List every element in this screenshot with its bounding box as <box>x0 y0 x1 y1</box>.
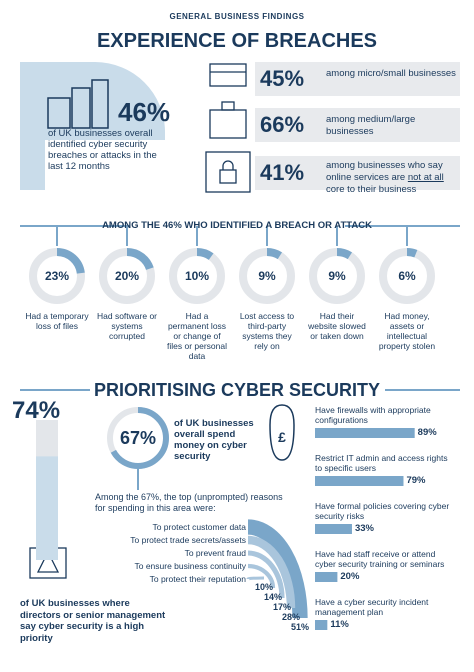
segment-text-part: among businesses who say online services… <box>326 160 443 183</box>
donut-text: Lost access to third-party systems they … <box>239 311 295 351</box>
donut-value: 23% <box>44 269 70 283</box>
reason-value: 28% <box>281 612 300 622</box>
priority-fill <box>36 456 58 560</box>
money-bag-icon <box>269 404 295 461</box>
measure-text: Have a cyber security incident managemen… <box>315 597 429 617</box>
section-title: AMONG THE 46% WHO IDENTIFIED A BREACH OR… <box>102 220 372 231</box>
measure-bar <box>315 476 404 486</box>
segment-value: 66% <box>260 112 305 137</box>
segment-text: among micro/small businesses <box>326 68 456 79</box>
reason-value: 17% <box>272 602 291 612</box>
measure-bar <box>315 620 328 630</box>
reason-text: To protect their reputation <box>149 574 246 584</box>
segment-text: among businesses who say online services… <box>326 160 458 196</box>
measure-text: Have formal policies covering cyber secu… <box>315 501 450 521</box>
measure-text: Have firewalls with appropriate configur… <box>315 405 431 425</box>
headline-value: 46% <box>118 97 171 127</box>
headline-text: of UK businesses overall identified cybe… <box>48 128 157 172</box>
reason-arc <box>247 519 308 619</box>
donut-value: 9% <box>258 269 276 283</box>
measure-value: 89% <box>417 427 437 438</box>
donut-text: Had a temporary loss of files <box>25 311 89 331</box>
donut-text: Had a permanent loss or change of files … <box>166 311 227 361</box>
priority-value: 74% <box>12 397 61 424</box>
row-panel <box>255 62 460 96</box>
donut-value: 9% <box>328 269 346 283</box>
measure-text: Have had staff receive or attend cyber s… <box>315 549 445 569</box>
spend-text: of UK businesses overall spend money on … <box>174 418 254 462</box>
reason-text: To protect trade secrets/assets <box>130 535 246 545</box>
segment-text: among medium/large businesses <box>326 114 416 137</box>
donut-arc <box>169 248 225 304</box>
row-panel <box>255 156 460 190</box>
donut-text: Had software or systems corrupted <box>97 311 157 341</box>
reason-value: 14% <box>263 592 282 602</box>
segment-text-part: not at all <box>407 172 444 183</box>
row-panel <box>255 108 460 142</box>
title: EXPERIENCE OF BREACHES <box>96 30 378 52</box>
reason-arc <box>246 576 265 581</box>
donut-text: Had their website slowed or taken down <box>308 311 366 341</box>
warning-icon <box>36 550 60 573</box>
measure-text: Restrict IT admin and access rights to s… <box>315 453 448 473</box>
reason-value: 10% <box>254 582 273 592</box>
donut-arc <box>379 248 435 304</box>
segment-value: 45% <box>260 66 305 91</box>
pound-sign: £ <box>278 429 286 445</box>
donut-value: 6% <box>398 269 416 283</box>
reason-arc <box>247 550 285 599</box>
measure-value: 33% <box>354 523 374 534</box>
donut-arc <box>239 248 295 304</box>
reason-value: 51% <box>290 622 309 632</box>
spend-value: 67% <box>119 428 157 448</box>
kicker-row: GENERAL BUSINESS FINDINGS <box>0 12 474 22</box>
reason-text: To prevent fraud <box>184 548 246 558</box>
measure-value: 11% <box>330 619 349 630</box>
reason-arc <box>247 563 276 589</box>
measure-value: 20% <box>340 571 360 582</box>
donut-text: Had money, assets or intellectual proper… <box>378 311 436 351</box>
section-title: PRIORITISING CYBER SECURITY <box>93 380 381 400</box>
buildings-icon <box>47 79 109 129</box>
segment-value: 41% <box>260 160 305 185</box>
priority-text: of UK businesses where directors or seni… <box>20 598 166 644</box>
donut-arc <box>29 248 85 304</box>
measure-value: 79% <box>406 475 426 486</box>
reasons-intro: Among the 67%, the top (unprompted) reas… <box>95 492 283 513</box>
measure-bar <box>315 428 415 438</box>
reason-text: To protect customer data <box>152 522 246 532</box>
spend-arc <box>107 407 169 469</box>
reason-text: To ensure business continuity <box>134 561 246 571</box>
donut-arc <box>99 248 155 304</box>
measure-bar <box>315 572 338 582</box>
kicker: GENERAL BUSINESS FINDINGS <box>169 12 305 21</box>
donut-value: 20% <box>114 269 140 283</box>
reason-arc <box>247 535 296 609</box>
segment-text-part: core to their business <box>326 184 417 195</box>
row-icons <box>205 63 251 193</box>
measure-bar <box>315 524 352 534</box>
donut-value: 10% <box>184 269 210 283</box>
donut-arc <box>309 248 365 304</box>
